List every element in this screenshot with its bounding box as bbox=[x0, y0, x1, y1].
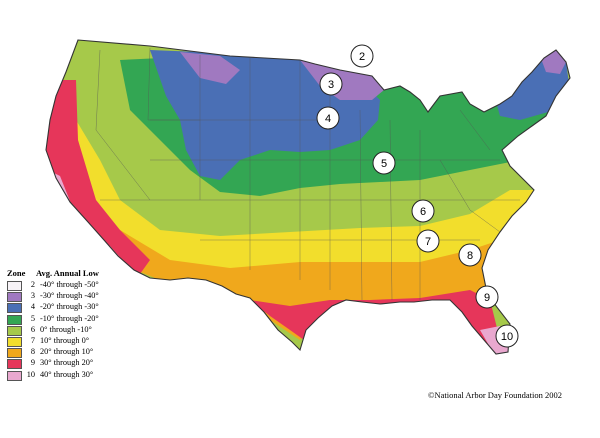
legend-row-zone-4: 4 -20° through -30° bbox=[4, 302, 144, 314]
zone-9-area bbox=[46, 80, 150, 274]
legend-temp-range: 0° through -10° bbox=[40, 324, 92, 334]
legend-swatch bbox=[7, 292, 22, 303]
zone-badge-4: 4 bbox=[316, 106, 340, 130]
zone-3-area-west bbox=[180, 52, 240, 84]
zone-3-area bbox=[300, 60, 384, 100]
svg-text:9: 9 bbox=[484, 292, 490, 304]
svg-text:6: 6 bbox=[420, 206, 426, 218]
legend-zone-number: 7 bbox=[30, 335, 35, 345]
legend-row-zone-8: 8 20° through 10° bbox=[4, 347, 144, 359]
svg-text:5: 5 bbox=[381, 158, 387, 170]
zone-badge-10: 10 bbox=[495, 324, 519, 348]
legend-swatch bbox=[7, 281, 22, 291]
legend-temp-range: 30° through 20° bbox=[40, 358, 94, 368]
legend-row-zone-3: 3 -30° through -40° bbox=[4, 291, 144, 303]
legend-swatch bbox=[7, 348, 22, 359]
zone-badge-9: 9 bbox=[475, 285, 499, 309]
legend-temp-range: -30° through -40° bbox=[40, 291, 99, 301]
legend-zone-number: 3 bbox=[30, 291, 35, 301]
legend-header: Zone Avg. Annual Low bbox=[4, 268, 144, 280]
svg-text:2: 2 bbox=[359, 51, 365, 63]
legend-zone-number: 9 bbox=[30, 358, 35, 368]
legend-zone-number: 2 bbox=[30, 280, 35, 289]
legend-row-zone-7: 7 10° through 0° bbox=[4, 336, 144, 347]
legend-zone-number: 4 bbox=[30, 302, 35, 312]
legend-row-zone-10: 10 40° through 30° bbox=[4, 370, 144, 381]
zone-8-area bbox=[46, 140, 500, 340]
zone-badge-7: 7 bbox=[416, 229, 440, 253]
legend-zone-number: 6 bbox=[30, 324, 35, 334]
svg-text:7: 7 bbox=[425, 236, 431, 248]
legend-row-zone-9: 9 30° through 20° bbox=[4, 358, 144, 370]
zone-badge-5: 5 bbox=[372, 151, 396, 175]
legend-swatch bbox=[7, 303, 22, 314]
legend-temp-range: -10° through -20° bbox=[40, 313, 99, 323]
legend-row-zone-5: 5 -10° through -20° bbox=[4, 314, 144, 325]
zone-badge-2: 2 bbox=[350, 44, 374, 68]
legend-swatch bbox=[7, 336, 22, 347]
legend-row-zone-6: 6 0° through -10° bbox=[4, 325, 144, 336]
legend-range-header: Avg. Annual Low bbox=[36, 268, 99, 278]
us-outline bbox=[45, 39, 571, 355]
legend-swatch bbox=[7, 370, 22, 381]
svg-text:8: 8 bbox=[467, 250, 473, 262]
legend-zone-header: Zone bbox=[7, 268, 26, 278]
legend-row-zone-2: 2 -40° through -50° bbox=[4, 280, 144, 291]
legend-zone-number: 10 bbox=[26, 369, 35, 379]
legend-zone-number: 8 bbox=[30, 347, 35, 357]
legend-zone-number: 5 bbox=[30, 313, 35, 323]
legend-temp-range: -40° through -50° bbox=[40, 280, 99, 289]
legend-swatch bbox=[7, 314, 22, 325]
legend-swatch bbox=[7, 325, 22, 336]
legend-temp-range: 10° through 0° bbox=[40, 335, 90, 345]
legend-temp-range: 20° through 10° bbox=[40, 347, 94, 357]
zone-7-area bbox=[46, 110, 540, 296]
zone-badge-6: 6 bbox=[411, 199, 435, 223]
legend-swatch bbox=[7, 359, 22, 370]
copyright-credit: ©National Arbor Day Foundation 2002 bbox=[428, 390, 562, 400]
legend-temp-range: -20° through -30° bbox=[40, 302, 99, 312]
zone-badge-8: 8 bbox=[458, 243, 482, 267]
legend-temp-range: 40° through 30° bbox=[40, 369, 94, 379]
zone-badge-3: 3 bbox=[319, 72, 343, 96]
svg-text:3: 3 bbox=[328, 79, 334, 91]
svg-text:4: 4 bbox=[325, 113, 331, 125]
zone-legend: Zone Avg. Annual Low 2 -40° through -50° 3… bbox=[4, 268, 144, 381]
svg-text:10: 10 bbox=[501, 331, 513, 343]
